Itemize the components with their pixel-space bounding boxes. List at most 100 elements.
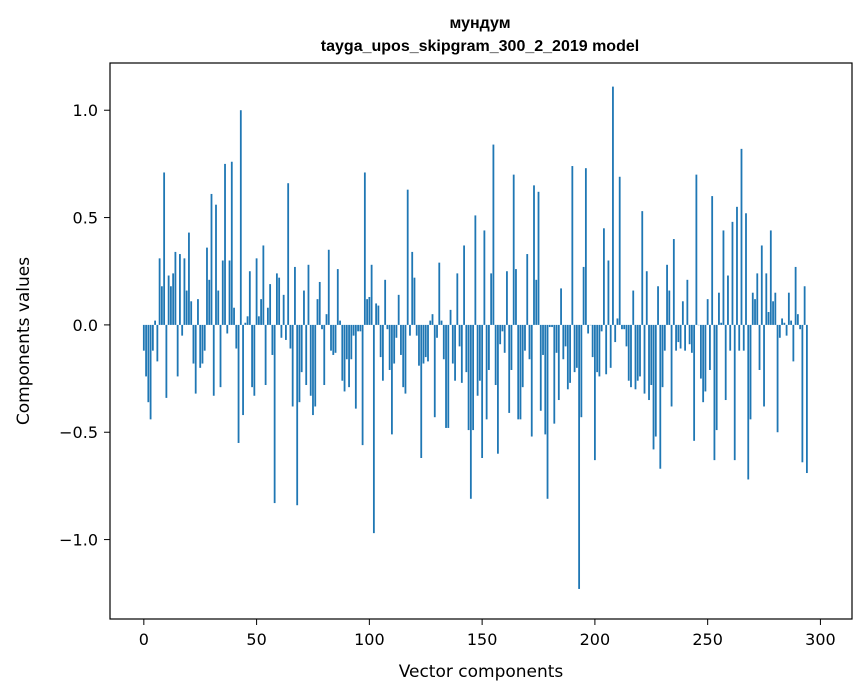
bar: [309, 324, 312, 396]
bar: [242, 324, 244, 416]
bar: [199, 324, 202, 368]
bar: [422, 324, 425, 364]
bar: [790, 320, 793, 325]
bar: [303, 290, 305, 325]
bar: [623, 324, 626, 330]
bar: [648, 324, 650, 401]
bar: [792, 324, 795, 362]
bar: [348, 324, 350, 388]
bar: [695, 174, 698, 325]
bar: [805, 324, 808, 474]
bar: [474, 215, 477, 325]
bar: [803, 286, 806, 325]
bar: [510, 324, 513, 370]
bar: [582, 266, 585, 325]
bar: [661, 324, 664, 388]
bar: [203, 324, 206, 351]
bar: [316, 299, 319, 325]
bar: [598, 324, 601, 377]
bar: [397, 294, 400, 325]
bar: [201, 324, 204, 364]
bar: [296, 324, 299, 506]
bar: [472, 324, 475, 431]
bar: [756, 273, 759, 325]
bar: [269, 284, 272, 325]
bar: [774, 292, 777, 325]
bar: [379, 324, 382, 358]
bar: [361, 324, 364, 446]
bar: [621, 324, 623, 330]
bar: [736, 206, 738, 325]
bar: [163, 172, 166, 325]
bar: [206, 247, 208, 325]
bar: [715, 324, 718, 431]
bar: [625, 324, 628, 347]
bar: [312, 324, 314, 416]
bar: [609, 324, 612, 368]
bar: [339, 320, 341, 325]
y-axis-label: Components values: [14, 257, 34, 425]
bar: [388, 324, 391, 370]
bar: [239, 110, 242, 325]
bar: [433, 324, 436, 418]
bar: [614, 324, 617, 343]
x-tick-label: 0: [139, 630, 149, 649]
bar: [354, 324, 357, 409]
bar: [151, 324, 154, 351]
bar: [751, 292, 754, 325]
bar: [650, 324, 653, 386]
bar: [271, 324, 274, 355]
bar: [481, 324, 484, 458]
bar: [188, 232, 190, 325]
bar: [690, 324, 693, 353]
bar: [165, 324, 168, 398]
bar: [564, 324, 567, 347]
bar: [675, 324, 677, 351]
bar: [185, 290, 188, 325]
bar: [801, 324, 804, 463]
bar: [566, 324, 569, 390]
bar: [377, 305, 380, 325]
bar: [530, 324, 533, 437]
bar: [314, 324, 317, 407]
bar: [386, 324, 389, 330]
bar: [366, 299, 369, 325]
bar: [654, 324, 657, 437]
bar: [724, 324, 727, 401]
bar: [280, 324, 283, 338]
bar: [226, 324, 229, 334]
bar: [506, 271, 508, 325]
bar: [402, 324, 405, 388]
bar: [282, 294, 285, 325]
bar: [352, 324, 355, 336]
bar: [375, 303, 378, 325]
bar: [167, 275, 170, 325]
bar: [693, 324, 696, 441]
bar: [722, 230, 725, 325]
bar: [384, 279, 387, 325]
bar: [341, 324, 344, 381]
bar: [740, 148, 743, 325]
bar: [248, 271, 251, 325]
bar: [747, 324, 750, 480]
bar: [593, 324, 596, 461]
bar: [172, 273, 175, 325]
bar: [794, 266, 797, 325]
bar: [192, 324, 195, 364]
bar: [643, 324, 646, 394]
y-tick-label: −1.0: [59, 531, 98, 550]
bar: [553, 324, 556, 424]
bar: [634, 324, 637, 390]
bar: [179, 254, 181, 325]
bar: [154, 320, 157, 325]
bar: [684, 324, 687, 351]
bar: [772, 301, 774, 325]
bar: [359, 324, 362, 332]
bar: [190, 301, 193, 325]
bar: [659, 324, 662, 469]
bar: [729, 324, 732, 351]
bar: [395, 324, 398, 338]
bar: [733, 324, 736, 461]
bar: [197, 299, 199, 325]
bar: [548, 324, 551, 328]
